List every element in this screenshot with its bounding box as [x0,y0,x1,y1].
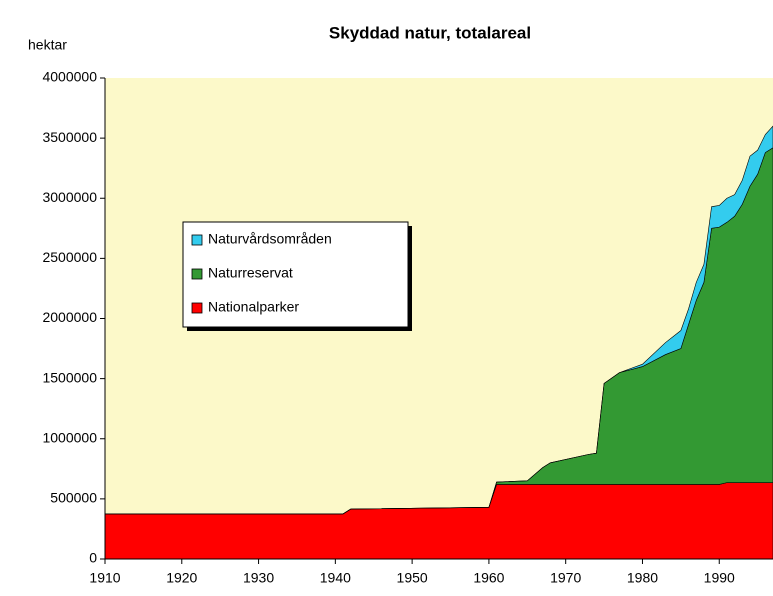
y-tick-label: 2500000 [42,249,97,265]
legend-label: Nationalparker [208,299,299,315]
x-tick-label: 1980 [627,570,658,586]
x-tick-label: 1950 [397,570,428,586]
legend-swatch [191,302,203,314]
area [105,125,773,515]
x-tick-label: 1990 [704,570,735,586]
y-tick-label: 2000000 [42,309,97,325]
legend-swatch [191,234,203,246]
x-tick-label: 1930 [243,570,274,586]
y-tick-label: 0 [89,550,97,566]
x-tick-label: 1970 [550,570,581,586]
y-tick-label: 1000000 [42,429,97,445]
y-tick-label: 4000000 [42,69,97,85]
legend-label: Naturvårdsområden [208,231,332,247]
x-tick-label: 1910 [89,570,120,586]
y-tick-label: 3500000 [42,129,97,145]
y-tick-label: 1500000 [42,369,97,385]
y-tick-label: 500000 [50,490,97,506]
y-tick-label: 3000000 [42,189,97,205]
x-tick-label: 1960 [473,570,504,586]
legend-label: Naturreservat [208,265,293,281]
x-tick-label: 1940 [320,570,351,586]
chart-title: Skyddad natur, totalareal [329,23,531,42]
legend-box [182,221,409,328]
x-tick-label: 1920 [166,570,197,586]
legend-swatch [191,268,203,280]
y-axis-label: hektar [28,37,67,53]
legend: Naturvårdsområden Naturreservat Nationalpa… [182,221,412,331]
